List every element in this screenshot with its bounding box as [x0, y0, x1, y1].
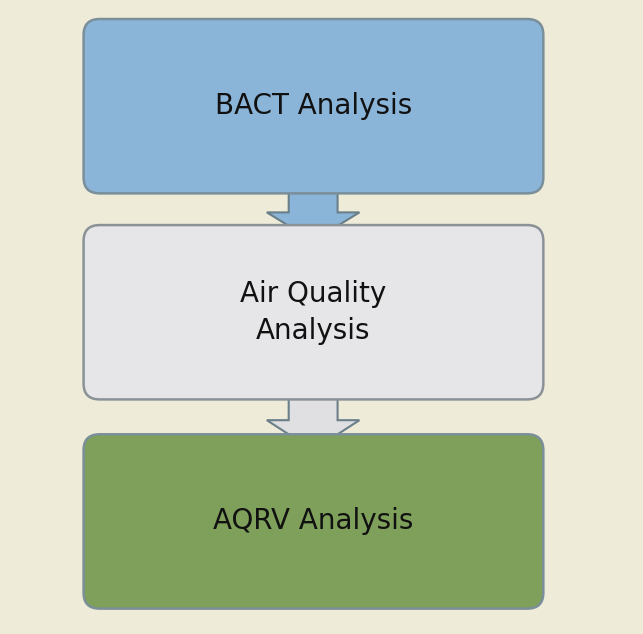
FancyBboxPatch shape: [84, 225, 543, 399]
FancyBboxPatch shape: [84, 434, 543, 609]
Text: AQRV Analysis: AQRV Analysis: [213, 507, 413, 536]
FancyBboxPatch shape: [84, 19, 543, 193]
Text: Air Quality
Analysis: Air Quality Analysis: [240, 280, 386, 345]
Text: BACT Analysis: BACT Analysis: [215, 92, 412, 120]
Polygon shape: [267, 384, 359, 450]
Polygon shape: [267, 178, 359, 241]
